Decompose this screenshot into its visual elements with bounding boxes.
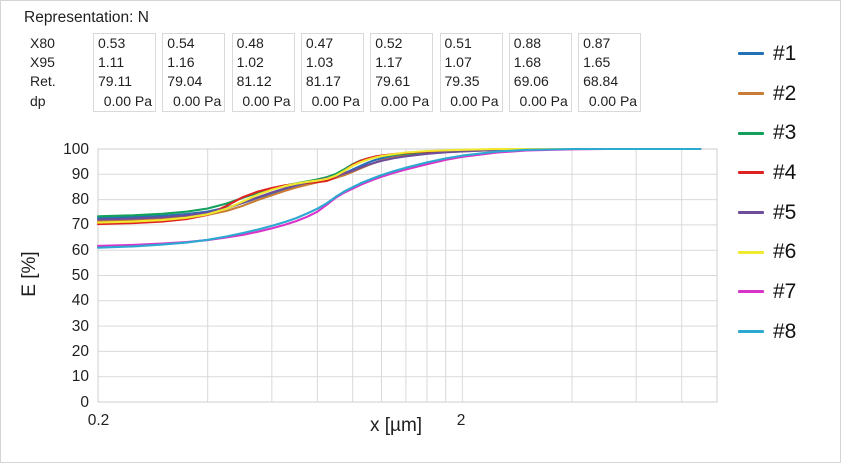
legend-line-swatch [738,290,764,294]
y-tick-40: 40 [71,292,89,310]
stats-cell-x80: 0.48 [236,35,264,51]
stats-cell-x95: 1.11 [98,54,125,71]
stats-cell-x80: 0.47 [305,35,334,51]
legend-item-1: #1 [738,34,796,74]
legend-line-swatch [738,52,764,56]
stats-column-8: 0.87 1.65 68.84 0.00 Pa [578,33,642,112]
stats-cell-x95: 1.17 [375,54,403,71]
x-tick-2: 2 [456,412,466,429]
representation-label: Representation: N [24,9,149,26]
stats-cell-ret: 69.06 [513,73,549,90]
series-line-7 [96,147,702,247]
stats-cell-x95: 1.03 [305,54,334,71]
stats-cell-ret: 81.12 [236,73,272,90]
stats-cell-ret: 68.84 [583,73,619,90]
stats-cell-ret: 79.35 [444,73,480,90]
stats-column-2: 0.54 1.16 79.04 0.00 Pa [162,33,226,112]
y-tick-50: 50 [71,267,89,284]
stats-cell-x80: 0.53 [98,35,126,51]
legend-label: #7 [773,279,797,303]
series-line-1 [96,147,702,220]
stats-column-3: 0.48 1.02 81.12 0.00 Pa [231,33,295,112]
stats-cell-x80: 0.51 [444,35,472,51]
stats-cell-ret: 79.61 [375,73,411,90]
legend-line-swatch [738,250,764,254]
legend: #1 #2 #3 #4 #5 #6 #7 #8 [738,34,796,352]
series-line-3 [96,147,702,218]
legend-item-8: #8 [738,312,796,352]
legend-item-5: #5 [738,193,796,233]
stats-cell-x80: 0.54 [167,35,195,51]
plot-frame [97,148,718,403]
stats-cell-dp: 0.00 Pa [588,92,638,109]
x-tick-min: 0.2 [87,412,110,429]
stats-row-label: X95 [30,54,55,71]
legend-label: #5 [773,200,797,224]
legend-line-swatch [738,171,764,175]
stats-cell-x95: 1.68 [513,54,542,71]
legend-label: #3 [773,121,797,145]
y-tick-70: 70 [71,216,89,234]
y-tick-100: 100 [63,140,89,158]
stats-cell-x80: 0.88 [513,35,542,51]
stats-row-label: dp [30,92,46,109]
y-tick-30: 30 [71,317,89,335]
stats-cell-ret: 81.17 [305,73,341,90]
stats-cell-dp: 0.00 Pa [450,92,499,109]
stats-column-6: 0.51 1.07 79.35 0.00 Pa [439,33,503,112]
y-tick-80: 80 [71,191,89,209]
stats-cell-x80: 0.87 [583,35,611,51]
legend-item-7: #7 [738,272,796,312]
stats-cell-dp: 0.00 Pa [173,92,222,109]
stats-column-7: 0.88 1.68 69.06 0.00 Pa [508,33,572,112]
y-tick-10: 10 [71,368,89,386]
stats-cell-dp: 0.00 Pa [311,92,360,109]
y-tick-90: 90 [71,165,89,183]
legend-line-swatch [738,131,764,135]
stats-cell-dp: 0.00 Pa [103,92,152,109]
legend-item-3: #3 [738,113,796,153]
legend-label: #1 [773,41,797,65]
legend-line-swatch [738,330,764,334]
stats-column-4: 0.47 1.03 81.17 0.00 Pa [300,33,364,112]
series-line-2 [96,147,702,223]
stats-cell-dp: 0.00 Pa [519,92,568,109]
legend-item-2: #2 [738,74,796,114]
legend-line-swatch [738,92,764,96]
series-line-5 [96,147,702,221]
series-line-8 [96,147,702,249]
legend-item-6: #6 [738,232,796,272]
stats-cell-ret: 79.11 [98,73,132,90]
legend-item-4: #4 [738,153,796,193]
legend-label: #2 [773,81,797,105]
stats-cell-x80: 0.52 [375,35,403,51]
stats-cell-x95: 1.02 [236,54,264,71]
stats-column-5: 0.52 1.17 79.61 0.00 Pa [370,33,434,112]
y-axis-title: E [%] [19,251,40,297]
legend-label: #6 [773,240,797,264]
legend-label: #8 [773,319,797,343]
stats-cell-x95: 1.65 [583,54,611,71]
stats-cell-dp: 0.00 Pa [380,92,430,109]
stats-cell-ret: 79.04 [167,73,203,90]
stats-cell-x95: 1.07 [444,54,472,71]
legend-label: #4 [773,160,797,184]
series-line-6 [96,147,702,224]
y-tick-60: 60 [71,241,89,259]
stats-cell-dp: 0.00 Pa [242,92,291,109]
y-tick-0: 0 [80,393,89,411]
y-tick-20: 20 [71,342,89,360]
legend-line-swatch [738,211,764,215]
x-axis-title: x [µm] [369,415,423,436]
series-line-4 [96,147,702,226]
stats-row-label: Ret. [30,73,56,90]
stats-row-label: X80 [30,35,55,51]
stats-column-1: 0.53 1.11 79.11 0.00 Pa [93,33,156,112]
stats-row-labels: X80 X95 Ret. dp [30,34,56,111]
stats-cell-x95: 1.16 [167,54,195,71]
